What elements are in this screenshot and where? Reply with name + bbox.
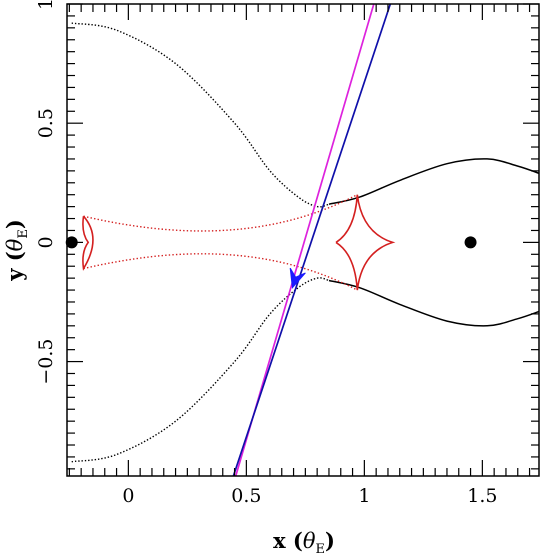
- y-axis-title: y (θE): [2, 219, 31, 282]
- x-tick-label: 1: [358, 485, 370, 507]
- x-tick-label: 1.5: [467, 485, 497, 507]
- trajectory-line-2: [232, 4, 392, 476]
- caustic-arm-lower: [83, 253, 358, 291]
- plot-content: [65, 4, 539, 476]
- plot-layer: [71, 4, 539, 476]
- ticks: [67, 3, 539, 476]
- tick-labels: 0 0.5 1 1.5 −0.5 0 0.5 1: [35, 0, 497, 507]
- y-tick-label: −0.5: [35, 339, 57, 385]
- caustic-right: [335, 194, 396, 291]
- caustic-arm-upper: [83, 194, 358, 232]
- critical-curve-lower-right: [328, 279, 539, 327]
- lens-point-2: [464, 236, 477, 249]
- x-axis-title: x (θE): [273, 528, 335, 556]
- critical-curve-upper-right: [328, 158, 539, 205]
- x-tick-label: 0: [122, 485, 134, 507]
- y-tick-label: 0.5: [35, 108, 57, 138]
- x-tick-label: 0.5: [231, 485, 261, 507]
- critical-curve-upper-left: [71, 22, 330, 208]
- critical-curve-lower-left: [71, 277, 330, 463]
- direction-arrow: [289, 267, 306, 289]
- y-tick-label: 1: [35, 0, 57, 10]
- y-tick-label: 0: [35, 236, 57, 248]
- caustic-left: [82, 215, 94, 271]
- plot-frame: [66, 3, 540, 477]
